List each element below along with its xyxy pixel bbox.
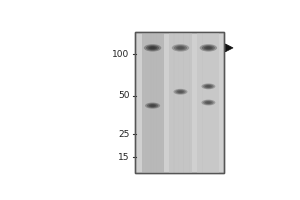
Text: 25: 25	[118, 130, 129, 139]
Ellipse shape	[205, 101, 212, 104]
Bar	[135, 32, 224, 173]
Text: 100: 100	[112, 50, 129, 59]
Ellipse shape	[178, 47, 183, 49]
Ellipse shape	[148, 46, 157, 50]
Ellipse shape	[149, 104, 156, 107]
Polygon shape	[225, 44, 233, 52]
Ellipse shape	[178, 91, 183, 93]
Ellipse shape	[150, 105, 155, 107]
Ellipse shape	[200, 44, 217, 52]
Ellipse shape	[146, 45, 159, 51]
Ellipse shape	[202, 45, 215, 51]
Bar	[197, 32, 219, 173]
Ellipse shape	[204, 46, 213, 50]
Ellipse shape	[150, 47, 155, 49]
Bar	[142, 32, 164, 173]
Ellipse shape	[206, 102, 211, 103]
Ellipse shape	[174, 45, 187, 51]
Ellipse shape	[203, 84, 214, 89]
Ellipse shape	[175, 90, 186, 94]
Bar	[169, 32, 191, 173]
Bar	[135, 32, 224, 173]
Ellipse shape	[173, 89, 188, 95]
Ellipse shape	[206, 47, 211, 49]
Ellipse shape	[201, 83, 215, 89]
Ellipse shape	[144, 44, 161, 52]
Ellipse shape	[177, 90, 184, 93]
Ellipse shape	[205, 85, 212, 88]
Ellipse shape	[203, 100, 214, 105]
Ellipse shape	[147, 103, 158, 108]
Text: 50: 50	[118, 91, 129, 100]
Text: 15: 15	[118, 153, 129, 162]
Ellipse shape	[176, 46, 185, 50]
Ellipse shape	[145, 103, 160, 109]
Ellipse shape	[201, 100, 215, 105]
Ellipse shape	[206, 85, 211, 87]
Ellipse shape	[172, 44, 189, 52]
